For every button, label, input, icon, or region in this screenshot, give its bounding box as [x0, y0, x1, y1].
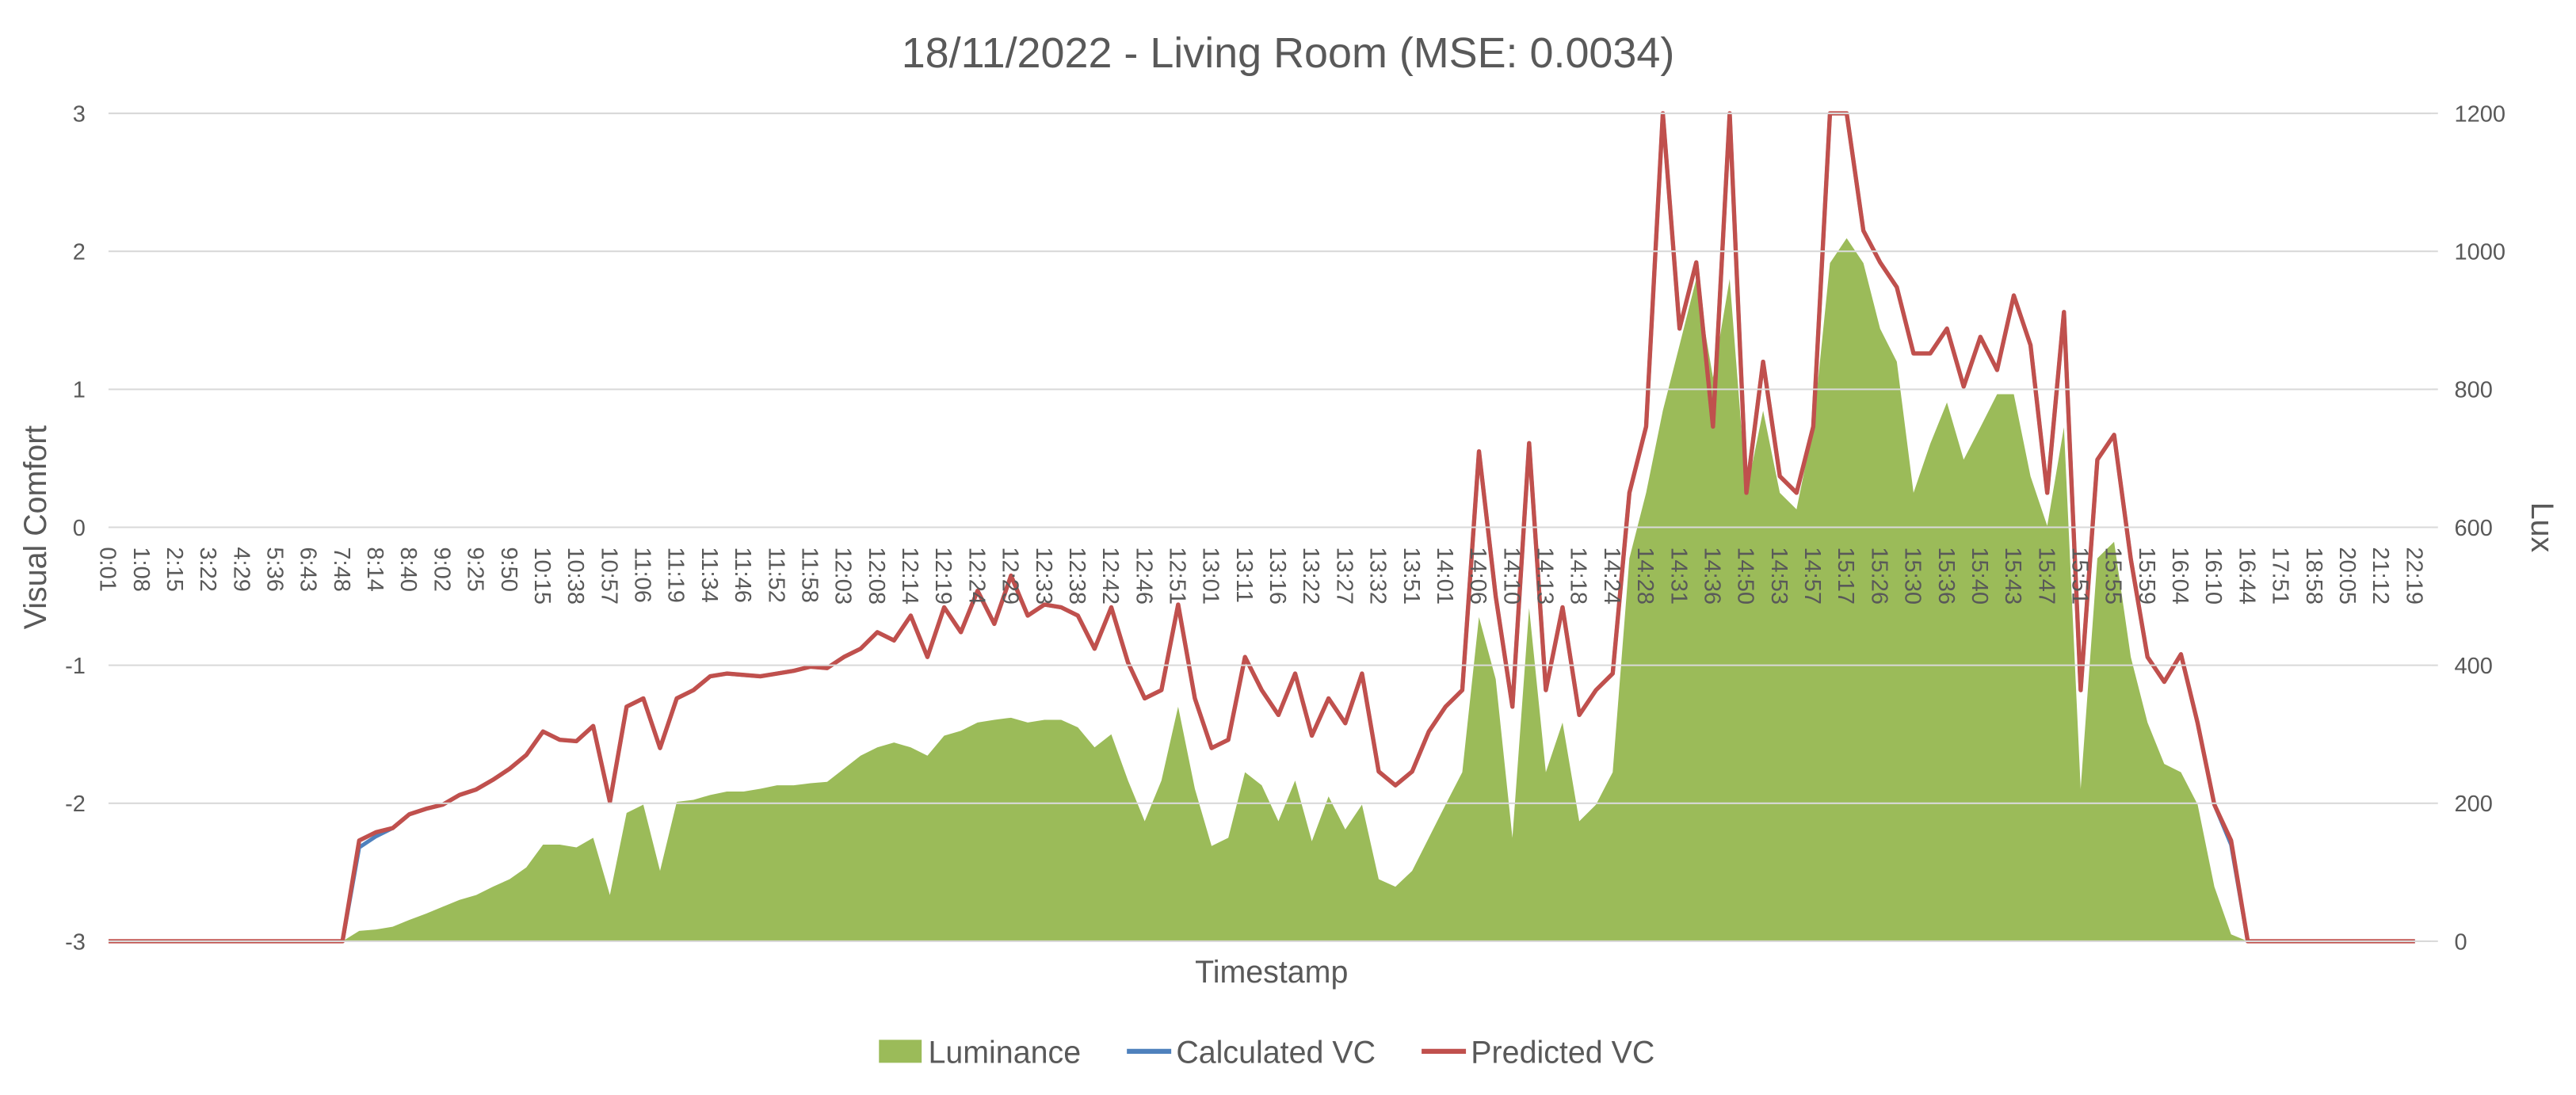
x-tick-label: 11:06: [630, 547, 655, 602]
x-tick-label: 3:22: [195, 547, 220, 591]
x-tick-label: 8:40: [395, 547, 421, 591]
x-tick-label: 10:15: [529, 547, 555, 605]
plot-area: [108, 111, 2415, 944]
x-tick-label: 12:29: [998, 547, 1023, 605]
x-tick-label: 14:36: [1699, 547, 1724, 605]
y2-tick-label: 800: [2454, 378, 2492, 403]
x-tick-label: 5:36: [261, 547, 287, 591]
area: [108, 238, 2415, 941]
x-tick-label: 15:36: [1933, 547, 1959, 605]
x-tick-label: 11:34: [696, 547, 722, 602]
x-tick-label: 10:38: [563, 547, 588, 605]
y2-tick-label: 0: [2454, 929, 2467, 955]
x-tick-label: 14:53: [1766, 547, 1792, 605]
legend-swatch: [879, 1040, 922, 1063]
y2-tick-label: 600: [2454, 516, 2492, 541]
x-tick-label: 12:14: [897, 547, 922, 605]
x-tick-label: 15:43: [2000, 547, 2025, 605]
x-tick-label: 13:22: [1298, 547, 1323, 605]
x-tick-label: 15:26: [1866, 547, 1891, 605]
x-tick-label: 12:24: [964, 547, 989, 605]
x-tick-label: 12:51: [1164, 547, 1189, 605]
x-tick-label: 12:03: [830, 547, 856, 605]
x-tick-label: 13:11: [1231, 547, 1257, 602]
x-tick-label: 4:29: [228, 547, 254, 591]
x-tick-label: 6:43: [296, 547, 321, 591]
x-tick-label: 12:08: [864, 547, 889, 605]
x-tick-label: 16:44: [2234, 547, 2259, 605]
x-tick-label: 14:31: [1666, 547, 1691, 605]
y-tick-label: 1: [73, 378, 86, 403]
x-tick-label: 11:52: [763, 547, 788, 602]
x-tick-label: 11:46: [730, 547, 755, 602]
x-tick-label: 15:59: [2134, 547, 2159, 605]
x-tick-label: 15:55: [2101, 547, 2126, 605]
y2-tick-label: 1000: [2454, 240, 2505, 265]
y-tick-label: 3: [73, 101, 86, 127]
x-tick-label: 15:40: [1967, 547, 1992, 605]
x-tick-label: 20:05: [2334, 547, 2360, 605]
x-tick-label: 13:27: [1331, 547, 1357, 605]
x-tick-label: 22:19: [2401, 547, 2426, 605]
x-tick-label: 18:58: [2301, 547, 2326, 605]
x-tick-label: 13:32: [1365, 547, 1391, 605]
y-tick-label: -2: [65, 792, 86, 817]
y2-axis-title: Lux: [2524, 502, 2559, 553]
x-tick-label: 15:17: [1833, 547, 1858, 605]
y-tick-label: -1: [65, 654, 86, 679]
x-tick-label: 13:16: [1265, 547, 1290, 605]
x-tick-label: 8:14: [362, 547, 387, 591]
x-tick-label: 15:47: [2033, 547, 2059, 605]
legend: Luminance Calculated VC Predicted VC: [879, 1035, 1654, 1070]
x-tick-label: 13:51: [1399, 547, 1424, 605]
x-tick-label: 16:10: [2200, 547, 2226, 605]
x-tick-label: 17:51: [2268, 547, 2293, 605]
y-tick-label: -3: [65, 929, 86, 955]
x-tick-label: 14:06: [1465, 547, 1490, 605]
y2-tick-label: 200: [2454, 792, 2492, 817]
x-tick-label: 14:01: [1432, 547, 1457, 605]
x-axis-title: Timestamp: [1195, 955, 1348, 990]
y-tick-label: 2: [73, 240, 86, 265]
legend-label: Luminance: [928, 1035, 1081, 1070]
x-tick-label: 12:19: [930, 547, 956, 605]
x-tick-label: 14:18: [1566, 547, 1591, 605]
x-tick-label: 2:15: [162, 547, 187, 591]
y2-tick-label: 400: [2454, 654, 2492, 679]
x-tick-label: 14:10: [1498, 547, 1524, 605]
x-tick-label: 14:28: [1632, 547, 1658, 605]
x-tick-label: 14:57: [1799, 547, 1825, 605]
x-tick-label: 15:30: [1900, 547, 1925, 605]
x-tick-label: 13:01: [1198, 547, 1223, 605]
x-tick-label: 11:58: [796, 547, 822, 602]
x-tick-label: 12:38: [1064, 547, 1090, 605]
x-tick-label: 9:02: [429, 547, 454, 591]
x-tick-label: 14:24: [1599, 547, 1624, 605]
x-tick-label: 7:48: [329, 547, 354, 591]
chart-title: 18/11/2022 - Living Room (MSE: 0.0034): [902, 29, 1675, 77]
x-tick-label: 12:33: [1031, 547, 1056, 605]
x-tick-label: 21:12: [2368, 547, 2393, 605]
x-tick-label: 1:08: [128, 547, 154, 591]
y2-tick-label: 1200: [2454, 101, 2505, 127]
legend-label: Predicted VC: [1471, 1035, 1654, 1070]
y-axis-title: Visual Comfort: [18, 425, 53, 630]
x-tick-label: 16:04: [2167, 547, 2192, 605]
x-tick-label: 9:50: [496, 547, 521, 591]
line: [108, 111, 2415, 944]
x-tick-label: 12:46: [1131, 547, 1156, 605]
x-tick-label: 12:42: [1097, 547, 1123, 605]
x-tick-label: 9:25: [463, 547, 488, 591]
x-tick-label: 15:51: [2067, 547, 2093, 605]
x-tick-label: 14:13: [1532, 547, 1558, 605]
x-tick-label: 14:50: [1733, 547, 1758, 605]
y-tick-label: 0: [73, 516, 86, 541]
x-tick-label: 0:01: [95, 547, 120, 591]
x-tick-label: 10:57: [596, 547, 621, 605]
x-tick-label: 11:19: [663, 547, 689, 602]
legend-label: Calculated VC: [1176, 1035, 1376, 1070]
